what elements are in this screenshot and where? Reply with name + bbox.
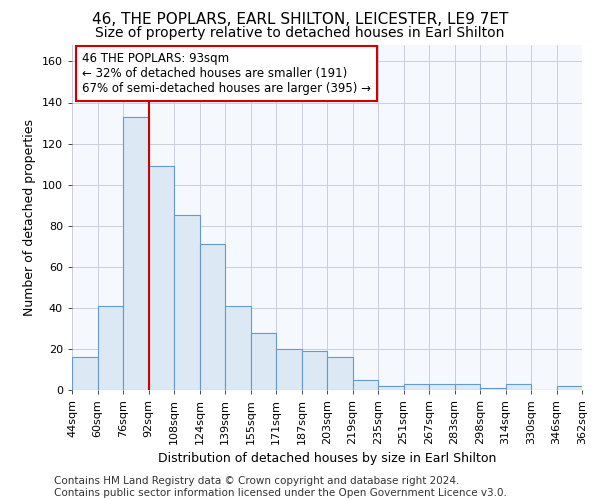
Text: 46, THE POPLARS, EARL SHILTON, LEICESTER, LE9 7ET: 46, THE POPLARS, EARL SHILTON, LEICESTER… [92, 12, 508, 28]
Bar [378, 386, 404, 390]
Bar [97, 306, 123, 390]
Bar [199, 244, 225, 390]
Bar [276, 349, 302, 390]
Bar [505, 384, 531, 390]
X-axis label: Distribution of detached houses by size in Earl Shilton: Distribution of detached houses by size … [158, 452, 496, 466]
Bar [557, 386, 582, 390]
Bar [174, 216, 199, 390]
Bar [455, 384, 480, 390]
Bar [251, 332, 276, 390]
Bar [429, 384, 455, 390]
Bar [225, 306, 251, 390]
Text: Size of property relative to detached houses in Earl Shilton: Size of property relative to detached ho… [95, 26, 505, 40]
Bar [72, 357, 97, 390]
Text: Contains HM Land Registry data © Crown copyright and database right 2024.
Contai: Contains HM Land Registry data © Crown c… [54, 476, 507, 498]
Bar [123, 117, 149, 390]
Bar [149, 166, 174, 390]
Text: 46 THE POPLARS: 93sqm
← 32% of detached houses are smaller (191)
67% of semi-det: 46 THE POPLARS: 93sqm ← 32% of detached … [82, 52, 371, 95]
Bar [404, 384, 429, 390]
Bar [480, 388, 505, 390]
Y-axis label: Number of detached properties: Number of detached properties [23, 119, 36, 316]
Bar [327, 357, 353, 390]
Bar [353, 380, 378, 390]
Bar [302, 351, 327, 390]
